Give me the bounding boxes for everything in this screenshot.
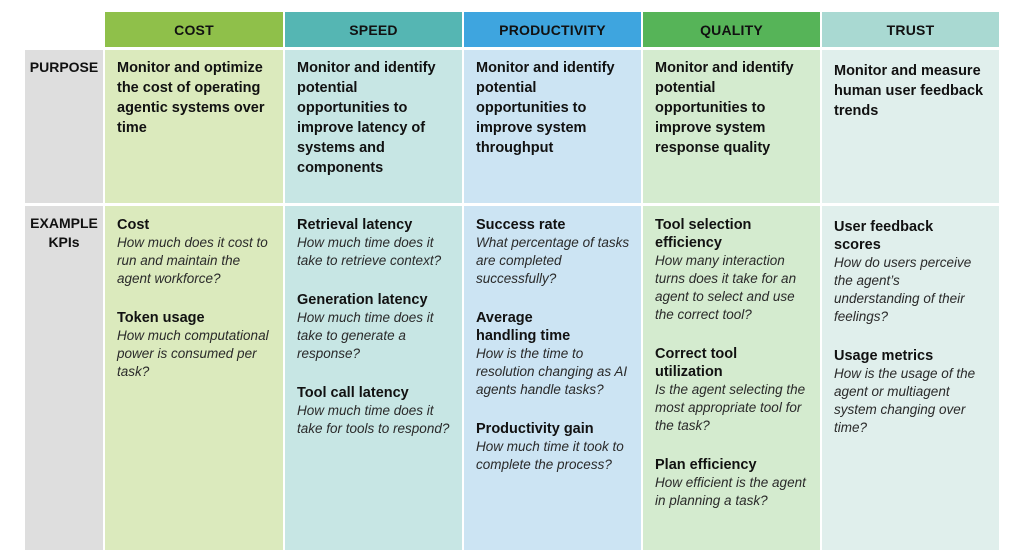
kpi-item: Tool call latency How much time does it … [297,384,452,438]
kpi-item: Cost How much does it cost to run and ma… [117,216,273,288]
purpose-cell-cost: Monitor and optimize the cost of operati… [105,50,283,203]
kpi-name: Retrieval latency [297,217,413,233]
kpi-question: How much time does it take to retrieve c… [297,235,442,268]
row-label-example-kpis: EXAMPLE KPIs [25,206,103,550]
kpi-question: How much time it took to complete the pr… [476,439,624,472]
kpi-cell-cost: Cost How much does it cost to run and ma… [105,206,283,550]
kpi-item: Success rate What percentage of tasks ar… [476,216,631,288]
kpi-item: Token usage How much computational power… [117,309,273,381]
kpi-question: How much time does it take to generate a… [297,310,434,361]
kpi-name: Average handling time [476,310,571,344]
row-label-purpose: PURPOSE [25,50,103,203]
kpi-item: Retrieval latency How much time does it … [297,216,452,270]
kpi-name: User feedback scores [834,219,934,253]
purpose-cell-trust: Monitor and measure human user feedback … [822,50,999,203]
kpi-item: User feedback scores How do users percei… [834,218,989,326]
kpi-item: Average handling time How is the time to… [476,309,631,399]
kpi-item: Tool selection efficiency How many inter… [655,216,810,324]
kpi-question: Is the agent selecting the most appropri… [655,382,806,433]
kpi-label-line1: EXAMPLE [30,215,98,231]
kpi-item: Usage metrics How is the usage of the ag… [834,347,989,437]
kpi-name: Success rate [476,217,566,233]
kpi-item: Plan efficiency How efficient is the age… [655,456,810,510]
kpi-question: How many interaction turns does it take … [655,253,797,322]
kpi-name: Cost [117,217,150,233]
kpi-cell-trust: User feedback scores How do users percei… [822,206,999,550]
kpi-name: Productivity gain [476,421,594,437]
kpi-name: Tool selection efficiency [655,217,752,251]
kpi-cell-speed: Retrieval latency How much time does it … [285,206,462,550]
kpi-question: How much does it cost to run and maintai… [117,235,268,286]
kpi-question: How is the time to resolution changing a… [476,346,628,397]
kpi-item: Productivity gain How much time it took … [476,420,631,474]
column-header-speed: SPEED [285,12,462,47]
kpi-name: Usage metrics [834,348,934,364]
kpi-item: Generation latency How much time does it… [297,291,452,363]
table-corner [25,12,103,47]
kpi-question: What percentage of tasks are completed s… [476,235,630,286]
purpose-cell-speed: Monitor and identify potential opportuni… [285,50,462,203]
kpi-question: How much computational power is consumed… [117,328,269,379]
column-header-quality: QUALITY [643,12,820,47]
kpi-label-line2: KPIs [48,234,80,250]
kpi-name: Correct tool utilization [655,346,738,380]
kpi-name: Plan efficiency [655,457,757,473]
kpi-name: Token usage [117,310,205,326]
kpi-question: How do users perceive the agent’s unders… [834,255,972,324]
kpi-cell-quality: Tool selection efficiency How many inter… [643,206,820,550]
purpose-cell-productivity: Monitor and identify potential opportuni… [464,50,641,203]
kpi-cell-productivity: Success rate What percentage of tasks ar… [464,206,641,550]
column-header-productivity: PRODUCTIVITY [464,12,641,47]
kpi-name: Tool call latency [297,385,409,401]
kpi-name: Generation latency [297,292,428,308]
kpi-question: How efficient is the agent in planning a… [655,475,806,508]
kpi-question: How is the usage of the agent or multiag… [834,366,976,435]
kpi-question: How much time does it take for tools to … [297,403,450,436]
column-header-trust: TRUST [822,12,999,47]
purpose-cell-quality: Monitor and identify potential opportuni… [643,50,820,203]
kpi-framework-table: COST SPEED PRODUCTIVITY QUALITY TRUST PU… [25,12,999,550]
kpi-item: Correct tool utilization Is the agent se… [655,345,810,435]
purpose-label: PURPOSE [29,59,99,75]
column-header-cost: COST [105,12,283,47]
